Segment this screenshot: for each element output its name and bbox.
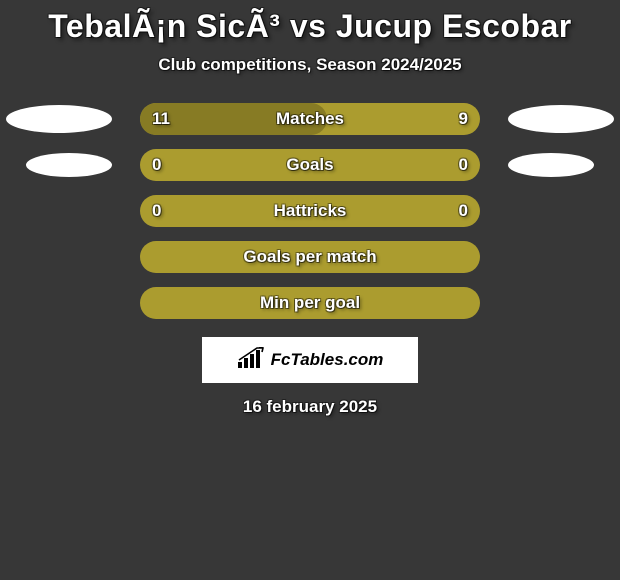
stat-value-right: 0 — [459, 195, 468, 227]
decorative-ellipse-left — [26, 153, 112, 177]
stat-row-goals-per-match: Goals per match — [0, 241, 620, 273]
decorative-ellipse-right — [508, 105, 614, 133]
page-title: TebalÃ¡n SicÃ³ vs Jucup Escobar — [0, 8, 620, 45]
stat-value-left: 11 — [152, 103, 170, 135]
logo-text: FcTables.com — [271, 350, 384, 370]
decorative-ellipse-left — [6, 105, 112, 133]
chart-icon — [237, 347, 265, 374]
stat-value-left: 0 — [152, 149, 161, 181]
subtitle: Club competitions, Season 2024/2025 — [0, 55, 620, 75]
stat-row-min-per-goal: Min per goal — [0, 287, 620, 319]
widget-container: TebalÃ¡n SicÃ³ vs Jucup Escobar Club com… — [0, 0, 620, 580]
stat-row-goals: 0 Goals 0 — [0, 149, 620, 181]
logo-box: FcTables.com — [202, 337, 418, 383]
decorative-ellipse-right — [508, 153, 594, 177]
stat-bar-outer — [140, 241, 480, 273]
stat-bar-outer — [140, 287, 480, 319]
stat-bar-outer — [140, 195, 480, 227]
stat-value-right: 9 — [459, 103, 468, 135]
stat-rows: 11 Matches 9 0 Goals 0 0 Hattricks 0 Goa… — [0, 103, 620, 319]
stat-row-matches: 11 Matches 9 — [0, 103, 620, 135]
stat-value-right: 0 — [459, 149, 468, 181]
stat-row-hattricks: 0 Hattricks 0 — [0, 195, 620, 227]
date-text: 16 february 2025 — [0, 397, 620, 417]
stat-value-left: 0 — [152, 195, 161, 227]
stat-bar-outer — [140, 149, 480, 181]
